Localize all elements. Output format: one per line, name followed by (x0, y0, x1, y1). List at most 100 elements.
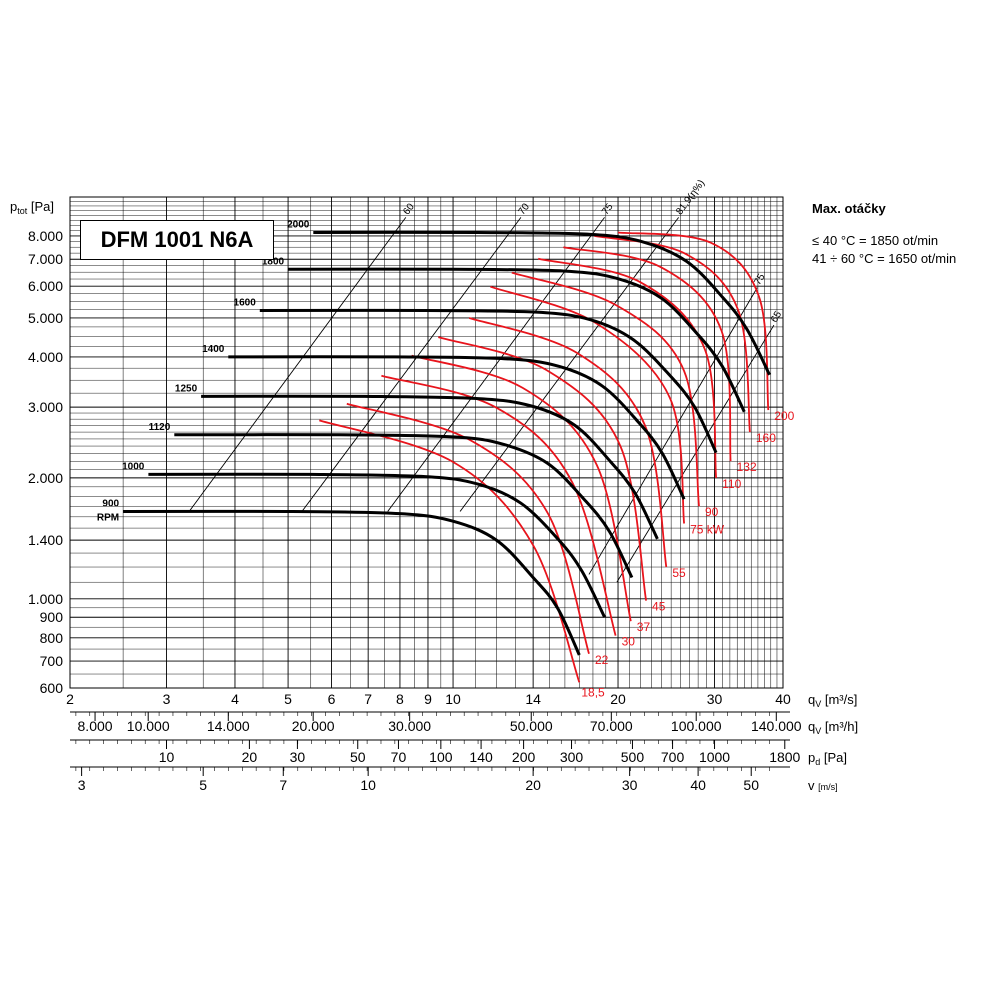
speed-label: 1800 (262, 256, 285, 267)
speed-label: 1120 (149, 422, 171, 433)
secondary-axis-tick-label: 20 (525, 777, 541, 793)
y-tick-label: 900 (40, 609, 64, 625)
y-tick-label: 7.000 (28, 251, 63, 267)
speed-curves: 900 RPM 1000 1120 1250 1400 1600 1800 2000 (97, 219, 771, 656)
secondary-axis-tick-label: 10.000 (127, 718, 170, 734)
power-curve (346, 402, 590, 655)
secondary-axis-label: qV [m³/h] (808, 719, 858, 736)
secondary-axis-tick-label: 50 (350, 749, 366, 765)
secondary-axis-tick-label: 30 (290, 749, 306, 765)
secondary-axis-tick-label: 50 (743, 777, 759, 793)
secondary-axis-tick-label: 140 (469, 749, 493, 765)
secondary-axis-tick-label: 100 (429, 749, 453, 765)
secondary-axis-tick-label: 5 (199, 777, 207, 793)
notes-line-1: ≤ 40 °C = 1850 ot/min (812, 233, 939, 248)
x-tick-label: 3 (163, 691, 171, 707)
max-speed-notes: Max. otáčky ≤ 40 °C = 1850 ot/min 41 ÷ 6… (812, 200, 956, 268)
y-tick-label: 8.000 (28, 228, 63, 244)
power-label: 200 (774, 409, 794, 423)
secondary-axis-tick-label: 200 (512, 749, 536, 765)
speed-label: 1600 (234, 297, 257, 308)
power-label: 30 (622, 635, 636, 649)
secondary-axis-tick-label: 20.000 (292, 718, 335, 734)
efficiency-label: 75 (752, 272, 767, 288)
secondary-axis-tick-label: 30.000 (388, 718, 431, 734)
x-tick-label: 14 (525, 691, 541, 707)
secondary-axis-label: v [m/s] (808, 778, 838, 793)
chart-title: DFM 1001 N6A (80, 220, 274, 260)
power-curve (468, 317, 668, 568)
secondary-axis-tick-label: 100.000 (671, 718, 722, 734)
power-label: 55 (672, 566, 686, 580)
power-label: 75 kW (690, 522, 725, 536)
y-tick-label: 700 (40, 653, 64, 669)
power-curve (511, 271, 700, 507)
power-label: 37 (637, 620, 651, 634)
power-curve (537, 257, 717, 478)
y-tick-label: 4.000 (28, 349, 63, 365)
secondary-axis-tick-label: 500 (621, 749, 645, 765)
secondary-axis-tick-label: 20 (242, 749, 258, 765)
x-tick-label: 4 (231, 691, 239, 707)
notes-line-2: 41 ÷ 60 °C = 1650 ot/min (812, 251, 957, 266)
efficiency-label: 81,9(η%) (674, 178, 707, 217)
power-curve (617, 231, 770, 411)
efficiency-label: 60 (401, 201, 417, 217)
efficiency-line (588, 287, 758, 575)
speed-curve (148, 472, 606, 618)
secondary-axis-tick-label: 14.000 (207, 718, 250, 734)
y-tick-label: 2.000 (28, 470, 63, 486)
efficiency-line (188, 217, 407, 512)
secondary-axis-tick-label: 8.000 (78, 718, 113, 734)
y-tick-label: 1.000 (28, 591, 63, 607)
y-tick-label: 6.000 (28, 278, 63, 294)
secondary-axis-label: pd [Pa] (808, 750, 847, 767)
secondary-axis-tick-label: 30 (622, 777, 638, 793)
x-tick-label: 20 (610, 691, 626, 707)
y-tick-label: 600 (40, 680, 64, 696)
efficiency-label: 75 (600, 201, 616, 217)
power-label: 18,5 (581, 685, 605, 699)
power-curve (411, 354, 632, 622)
chart-axes: 600 700 800 900 1.000 1.400 2.000 3.000 4.000 5.0… (10, 199, 858, 793)
secondary-axis-tick-label: 7 (279, 777, 287, 793)
power-curve (438, 336, 647, 601)
efficiency-line (387, 217, 605, 512)
speed-curve (123, 509, 581, 656)
secondary-axis-tick-label: 70.000 (590, 718, 633, 734)
speed-label: 1400 (202, 344, 225, 355)
secondary-axis-tick-label: 300 (560, 749, 584, 765)
efficiency-line (301, 217, 522, 512)
y-tick-label: 5.000 (28, 310, 63, 326)
y-tick-label: 800 (40, 630, 64, 646)
plot-frame (69, 196, 784, 689)
power-label: 45 (652, 600, 666, 614)
speed-label: 900 (102, 498, 119, 509)
power-label: 132 (737, 460, 757, 474)
secondary-axis-tick-label: 700 (661, 749, 685, 765)
secondary-axis-tick-label: 10 (360, 777, 376, 793)
x-tick-label: 8 (396, 691, 404, 707)
x-tick-label: 40 (775, 691, 791, 707)
x-tick-label: 2 (66, 691, 74, 707)
secondary-axis-tick-label: 1000 (699, 749, 730, 765)
secondary-axis-tick-label: 140.000 (751, 718, 802, 734)
notes-header: Max. otáčky (812, 201, 886, 216)
efficiency-label: 65 (769, 309, 784, 325)
power-curve (490, 285, 685, 524)
speed-label-unit: RPM (97, 512, 119, 523)
speed-curve (259, 308, 718, 454)
speed-curve (313, 230, 771, 376)
speed-curve (288, 267, 746, 413)
speed-curve (228, 355, 686, 500)
power-label: 22 (595, 653, 609, 667)
secondary-axis-tick-label: 70 (391, 749, 407, 765)
power-label: 110 (722, 477, 741, 491)
secondary-axis-tick-label: 1800 (769, 749, 800, 765)
x-tick-label: 10 (445, 691, 461, 707)
efficiency-label: 70 (517, 201, 533, 217)
speed-curve (174, 433, 634, 579)
secondary-axis-tick-label: 40 (690, 777, 706, 793)
speed-curve (201, 394, 659, 540)
